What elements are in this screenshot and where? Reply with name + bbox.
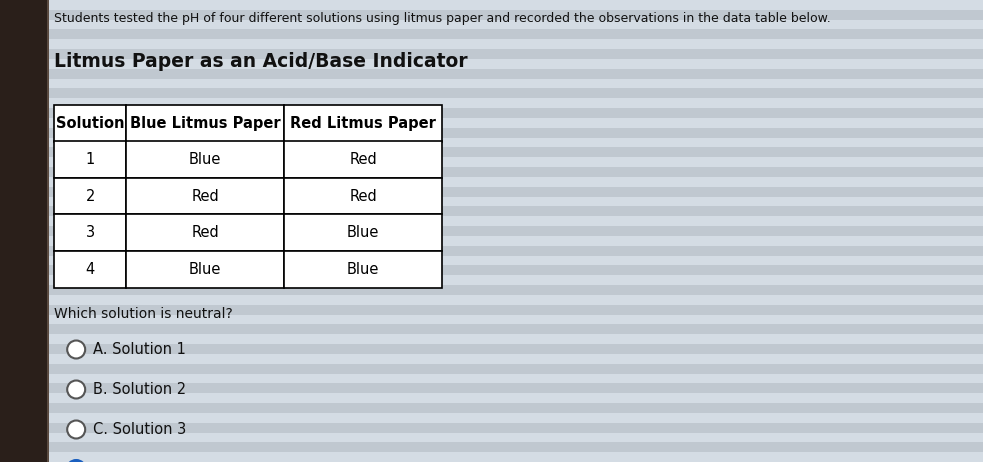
Text: Litmus Paper as an Acid/Base Indicator: Litmus Paper as an Acid/Base Indicator [54,52,468,71]
Bar [0,324,983,334]
Bar [284,251,442,287]
Bar [0,30,983,39]
Text: C. Solution 3: C. Solution 3 [93,422,187,437]
Bar [0,413,983,423]
Bar [0,442,983,452]
Bar [47,0,49,462]
Bar [54,251,126,287]
Bar [0,315,983,324]
Bar [0,88,983,98]
Bar [0,216,983,226]
Bar [0,393,983,403]
Circle shape [67,340,86,359]
Bar [284,141,442,178]
Bar [126,178,284,214]
Bar [0,49,983,59]
Bar [0,354,983,364]
Text: Solution: Solution [56,116,125,131]
Bar [0,207,983,216]
Bar [0,403,983,413]
Bar [0,79,983,88]
Bar [54,214,126,251]
Bar [54,178,126,214]
Bar [126,105,284,141]
Bar [0,157,983,167]
Bar [0,39,983,49]
Bar [0,374,983,383]
Bar [0,432,983,442]
Bar [284,214,442,251]
Text: Students tested the pH of four different solutions using litmus paper and record: Students tested the pH of four different… [54,12,831,25]
Bar [0,69,983,79]
Bar [0,275,983,285]
Bar [0,285,983,295]
Circle shape [67,420,86,438]
Bar [0,20,983,30]
Circle shape [67,461,86,462]
Text: Which solution is neutral?: Which solution is neutral? [54,308,233,322]
Bar [0,98,983,108]
Bar [0,226,983,236]
Text: B. Solution 2: B. Solution 2 [93,382,187,397]
Text: 4: 4 [86,262,94,277]
Text: Blue: Blue [189,152,221,167]
Bar [0,246,983,255]
Bar [0,255,983,265]
Bar [0,0,983,10]
Bar [0,59,983,69]
Bar [0,364,983,374]
Text: Red: Red [192,225,219,240]
Bar [0,423,983,432]
Text: 3: 3 [86,225,94,240]
Text: Red: Red [349,189,377,204]
Text: Red: Red [349,152,377,167]
Bar [0,108,983,118]
Text: 2: 2 [86,189,95,204]
Bar [0,383,983,393]
Bar [0,118,983,128]
Bar [0,265,983,275]
Bar [0,197,983,207]
Bar [0,147,983,157]
Bar [0,128,983,138]
Bar [0,452,983,462]
Bar [54,141,126,178]
Text: Blue: Blue [347,225,379,240]
Text: Red Litmus Paper: Red Litmus Paper [290,116,436,131]
Bar [0,344,983,354]
Bar [0,0,47,462]
Text: 1: 1 [86,152,94,167]
Text: Blue: Blue [189,262,221,277]
Bar [0,305,983,315]
Bar [0,167,983,177]
Bar [0,334,983,344]
Bar [0,177,983,187]
Text: Red: Red [192,189,219,204]
Bar [126,251,284,287]
Bar [0,236,983,246]
Text: A. Solution 1: A. Solution 1 [93,342,186,357]
Bar [0,295,983,305]
Bar [126,214,284,251]
Bar [284,105,442,141]
Bar [0,187,983,197]
Text: Blue Litmus Paper: Blue Litmus Paper [130,116,280,131]
Bar [284,178,442,214]
Circle shape [67,381,86,399]
Text: Blue: Blue [347,262,379,277]
Bar [126,141,284,178]
Bar [0,10,983,20]
Bar [0,138,983,147]
Bar [54,105,126,141]
